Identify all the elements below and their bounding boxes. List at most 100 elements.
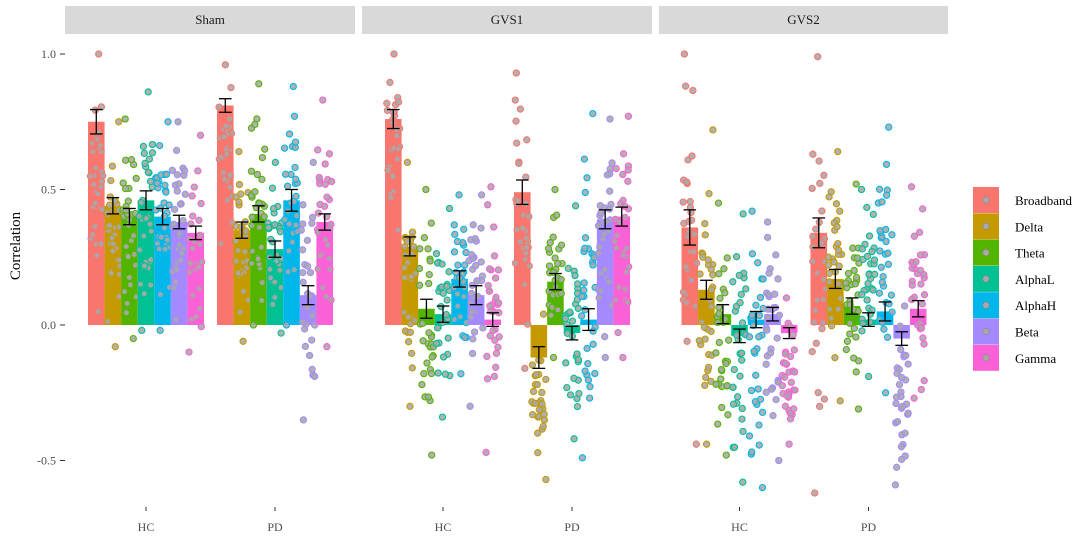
data-point bbox=[450, 315, 459, 324]
data-point bbox=[571, 271, 579, 280]
data-point bbox=[253, 170, 262, 179]
data-point bbox=[97, 240, 105, 248]
data-point bbox=[321, 180, 329, 188]
data-point bbox=[300, 325, 309, 333]
data-point bbox=[288, 238, 297, 246]
data-point bbox=[308, 213, 317, 222]
data-point bbox=[172, 315, 180, 324]
data-point bbox=[132, 174, 140, 183]
data-point bbox=[484, 201, 492, 209]
data-point bbox=[393, 132, 401, 140]
data-point bbox=[291, 138, 300, 146]
data-point bbox=[737, 349, 746, 357]
data-point bbox=[611, 237, 619, 245]
data-point bbox=[434, 369, 442, 377]
data-point bbox=[516, 105, 525, 113]
legend-label: AlphaH bbox=[1015, 298, 1056, 313]
legend-item-alphah: AlphaH bbox=[973, 292, 1056, 319]
data-point bbox=[173, 187, 181, 195]
y-tick-label: 1.0 bbox=[41, 47, 56, 61]
data-point bbox=[574, 356, 583, 364]
data-point bbox=[438, 260, 446, 268]
data-point bbox=[605, 278, 613, 286]
data-point bbox=[739, 210, 747, 218]
data-point bbox=[715, 303, 723, 312]
data-point bbox=[226, 171, 234, 179]
data-point bbox=[721, 315, 729, 323]
data-point bbox=[299, 220, 307, 228]
data-point bbox=[815, 402, 824, 411]
y-tick-label: 0.5 bbox=[41, 183, 56, 197]
data-point bbox=[487, 183, 495, 191]
data-point bbox=[241, 248, 249, 256]
data-point bbox=[704, 363, 713, 372]
data-point bbox=[808, 184, 816, 193]
data-point bbox=[910, 394, 918, 402]
facet-label-sham: Sham bbox=[195, 12, 225, 27]
data-point bbox=[327, 177, 336, 186]
data-point bbox=[105, 201, 114, 209]
data-point bbox=[557, 289, 565, 298]
data-point bbox=[809, 232, 817, 241]
data-point bbox=[298, 318, 307, 326]
data-point bbox=[521, 364, 529, 373]
data-point bbox=[196, 240, 204, 249]
data-point bbox=[819, 275, 828, 284]
data-point bbox=[738, 356, 746, 364]
data-point bbox=[254, 255, 262, 263]
data-point bbox=[511, 96, 519, 104]
data-point bbox=[178, 249, 186, 257]
data-point bbox=[622, 268, 631, 276]
data-point bbox=[830, 258, 838, 266]
data-point bbox=[882, 160, 891, 169]
data-point bbox=[477, 224, 485, 232]
data-point bbox=[196, 231, 204, 239]
data-point bbox=[896, 322, 904, 330]
data-point bbox=[895, 381, 904, 389]
data-point bbox=[515, 159, 523, 168]
data-point bbox=[235, 198, 243, 206]
data-point bbox=[833, 223, 841, 231]
data-point bbox=[260, 213, 268, 221]
data-point bbox=[681, 82, 690, 90]
data-point bbox=[457, 370, 465, 378]
data-point bbox=[705, 190, 713, 198]
group-sham-hc bbox=[86, 50, 206, 356]
group-gvs2-pd bbox=[808, 53, 929, 497]
data-point bbox=[735, 271, 743, 280]
data-point bbox=[882, 237, 890, 246]
data-point bbox=[542, 375, 550, 384]
data-point bbox=[721, 289, 729, 297]
x-tick-label-pd: PD bbox=[564, 520, 580, 534]
data-point bbox=[130, 250, 138, 259]
data-point bbox=[557, 275, 565, 284]
data-point bbox=[251, 188, 259, 196]
data-point bbox=[908, 295, 916, 304]
data-point bbox=[748, 207, 756, 215]
data-point bbox=[748, 448, 756, 456]
data-point bbox=[755, 333, 763, 341]
data-point bbox=[589, 340, 597, 348]
data-point bbox=[846, 330, 854, 338]
data-point bbox=[160, 224, 169, 232]
data-point bbox=[121, 115, 129, 123]
data-point bbox=[690, 230, 699, 238]
data-point bbox=[865, 232, 874, 240]
data-point bbox=[120, 287, 129, 296]
data-point bbox=[423, 359, 431, 367]
data-point bbox=[242, 227, 250, 235]
legend-point bbox=[982, 249, 990, 257]
data-point bbox=[161, 245, 169, 253]
data-point bbox=[763, 313, 772, 322]
data-point bbox=[292, 221, 300, 229]
data-point bbox=[444, 334, 452, 342]
data-point bbox=[418, 380, 426, 389]
data-point bbox=[591, 369, 599, 378]
data-point bbox=[140, 232, 148, 240]
data-point bbox=[491, 274, 500, 282]
data-point bbox=[809, 257, 817, 266]
data-point bbox=[858, 327, 866, 335]
data-point bbox=[471, 234, 479, 243]
data-point bbox=[820, 171, 828, 179]
data-point bbox=[611, 296, 620, 304]
